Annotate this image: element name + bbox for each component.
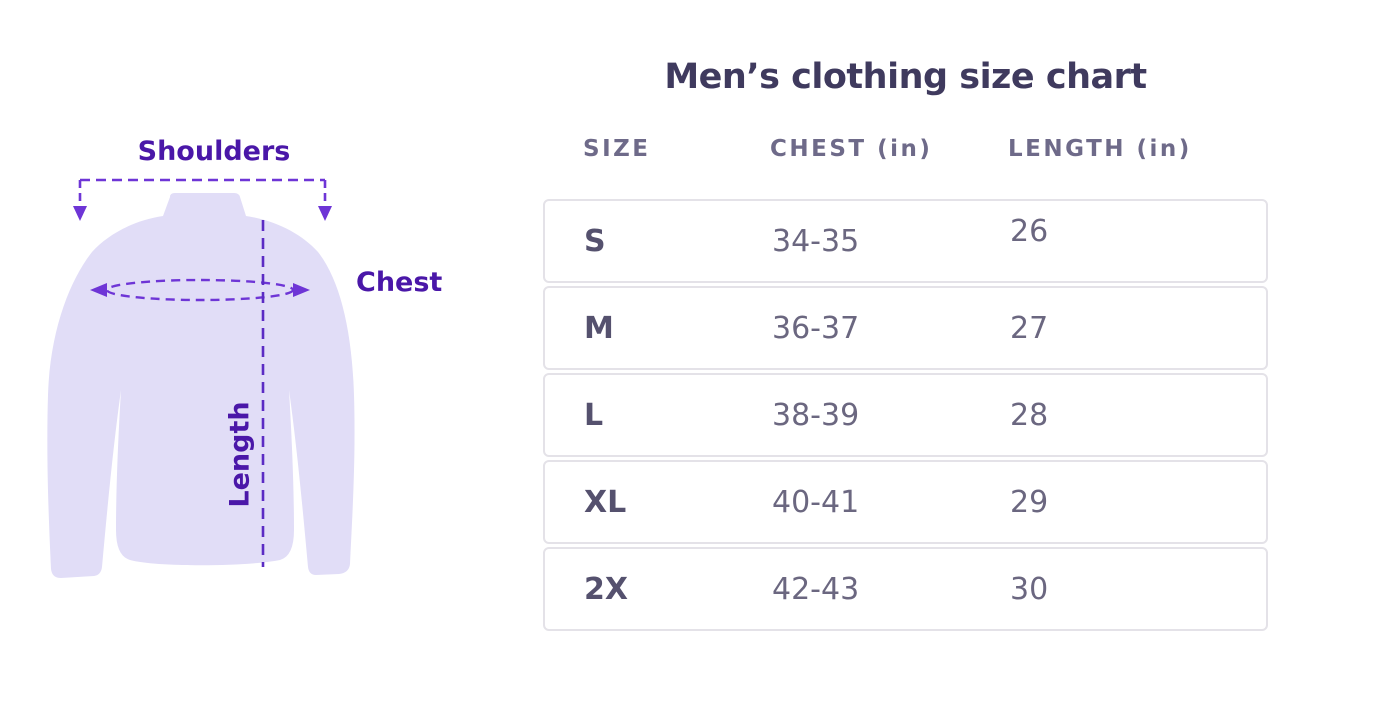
length-value: 30	[1010, 572, 1266, 607]
length-value: 27	[1010, 311, 1266, 346]
length-value: 28	[1010, 398, 1266, 433]
size-table: S 34-35 26 M 36-37 27 L 38-39 28 XL 40-4…	[543, 199, 1268, 634]
column-header-size: SIZE	[583, 136, 651, 162]
length-value: 26	[1010, 214, 1266, 259]
chest-value: 42-43	[772, 571, 860, 607]
size-value: XL	[584, 484, 627, 520]
page-title: Men’s clothing size chart	[664, 57, 1147, 97]
size-value: 2X	[584, 571, 629, 607]
shoulders-label: Shoulders	[137, 136, 291, 167]
chest-value: 38-39	[772, 397, 860, 433]
table-row: XL 40-41 29	[543, 460, 1268, 544]
length-value-text: 30	[1010, 571, 1049, 607]
chest-value: 34-35	[772, 223, 860, 259]
table-row: M 36-37 27	[543, 286, 1268, 370]
size-value: L	[584, 397, 604, 433]
size-value: M	[584, 310, 614, 346]
arrow-down-left-icon	[73, 206, 87, 221]
length-value-text: 29	[1010, 484, 1049, 520]
arrow-right-icon	[293, 283, 310, 297]
size-value: S	[584, 223, 606, 259]
arrow-left-icon	[90, 283, 107, 297]
shirt-silhouette-shape	[47, 193, 355, 578]
shirt-illustration	[47, 178, 355, 578]
length-value-text: 26	[1010, 213, 1049, 249]
table-row: L 38-39 28	[543, 373, 1268, 457]
arrow-down-right-icon	[318, 206, 332, 221]
shirt-measurement-diagram: Shoulders Chest Length	[0, 0, 500, 703]
length-label: Length	[224, 401, 256, 508]
table-row: 2X 42-43 30	[543, 547, 1268, 631]
chest-value: 40-41	[772, 484, 860, 520]
column-header-length: LENGTH (in)	[1008, 136, 1192, 162]
chest-label: Chest	[356, 267, 443, 298]
length-value-text: 27	[1010, 310, 1049, 346]
column-header-chest: CHEST (in)	[770, 136, 933, 162]
shoulders-measure-line	[78, 178, 327, 204]
table-row: S 34-35 26	[543, 199, 1268, 283]
length-value-text: 28	[1010, 397, 1049, 433]
table-header-row: SIZE CHEST (in) LENGTH (in)	[543, 136, 1268, 162]
length-value: 29	[1010, 485, 1266, 520]
chest-value: 36-37	[772, 310, 860, 346]
